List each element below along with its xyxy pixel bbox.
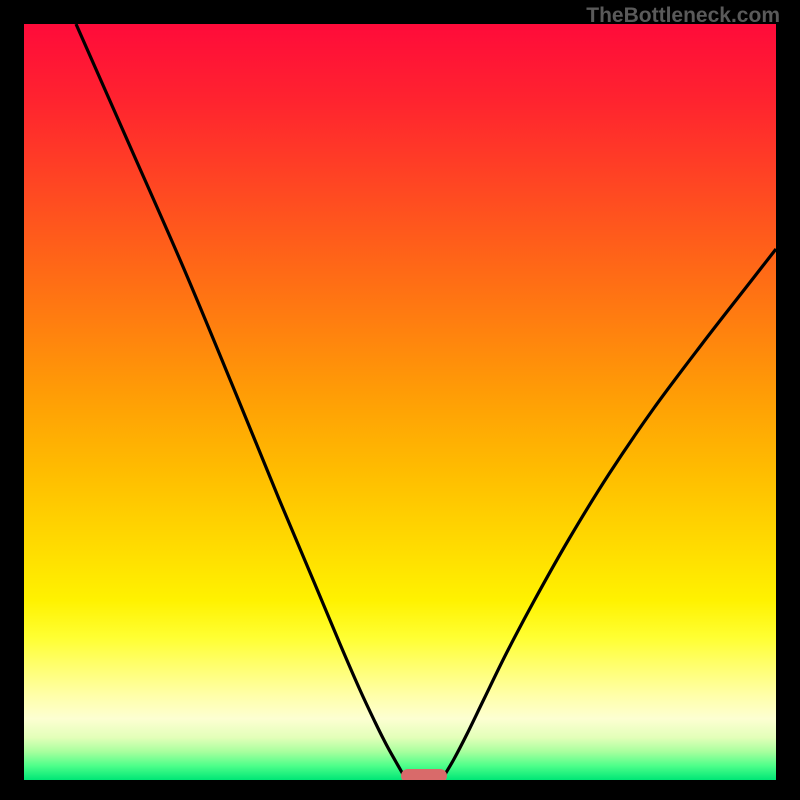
watermark-text: TheBottleneck.com bbox=[586, 4, 780, 28]
curve-right bbox=[444, 249, 776, 776]
center-marker bbox=[401, 769, 447, 780]
curves-layer bbox=[24, 24, 776, 780]
plot-area bbox=[24, 24, 776, 780]
curve-left bbox=[76, 24, 404, 776]
